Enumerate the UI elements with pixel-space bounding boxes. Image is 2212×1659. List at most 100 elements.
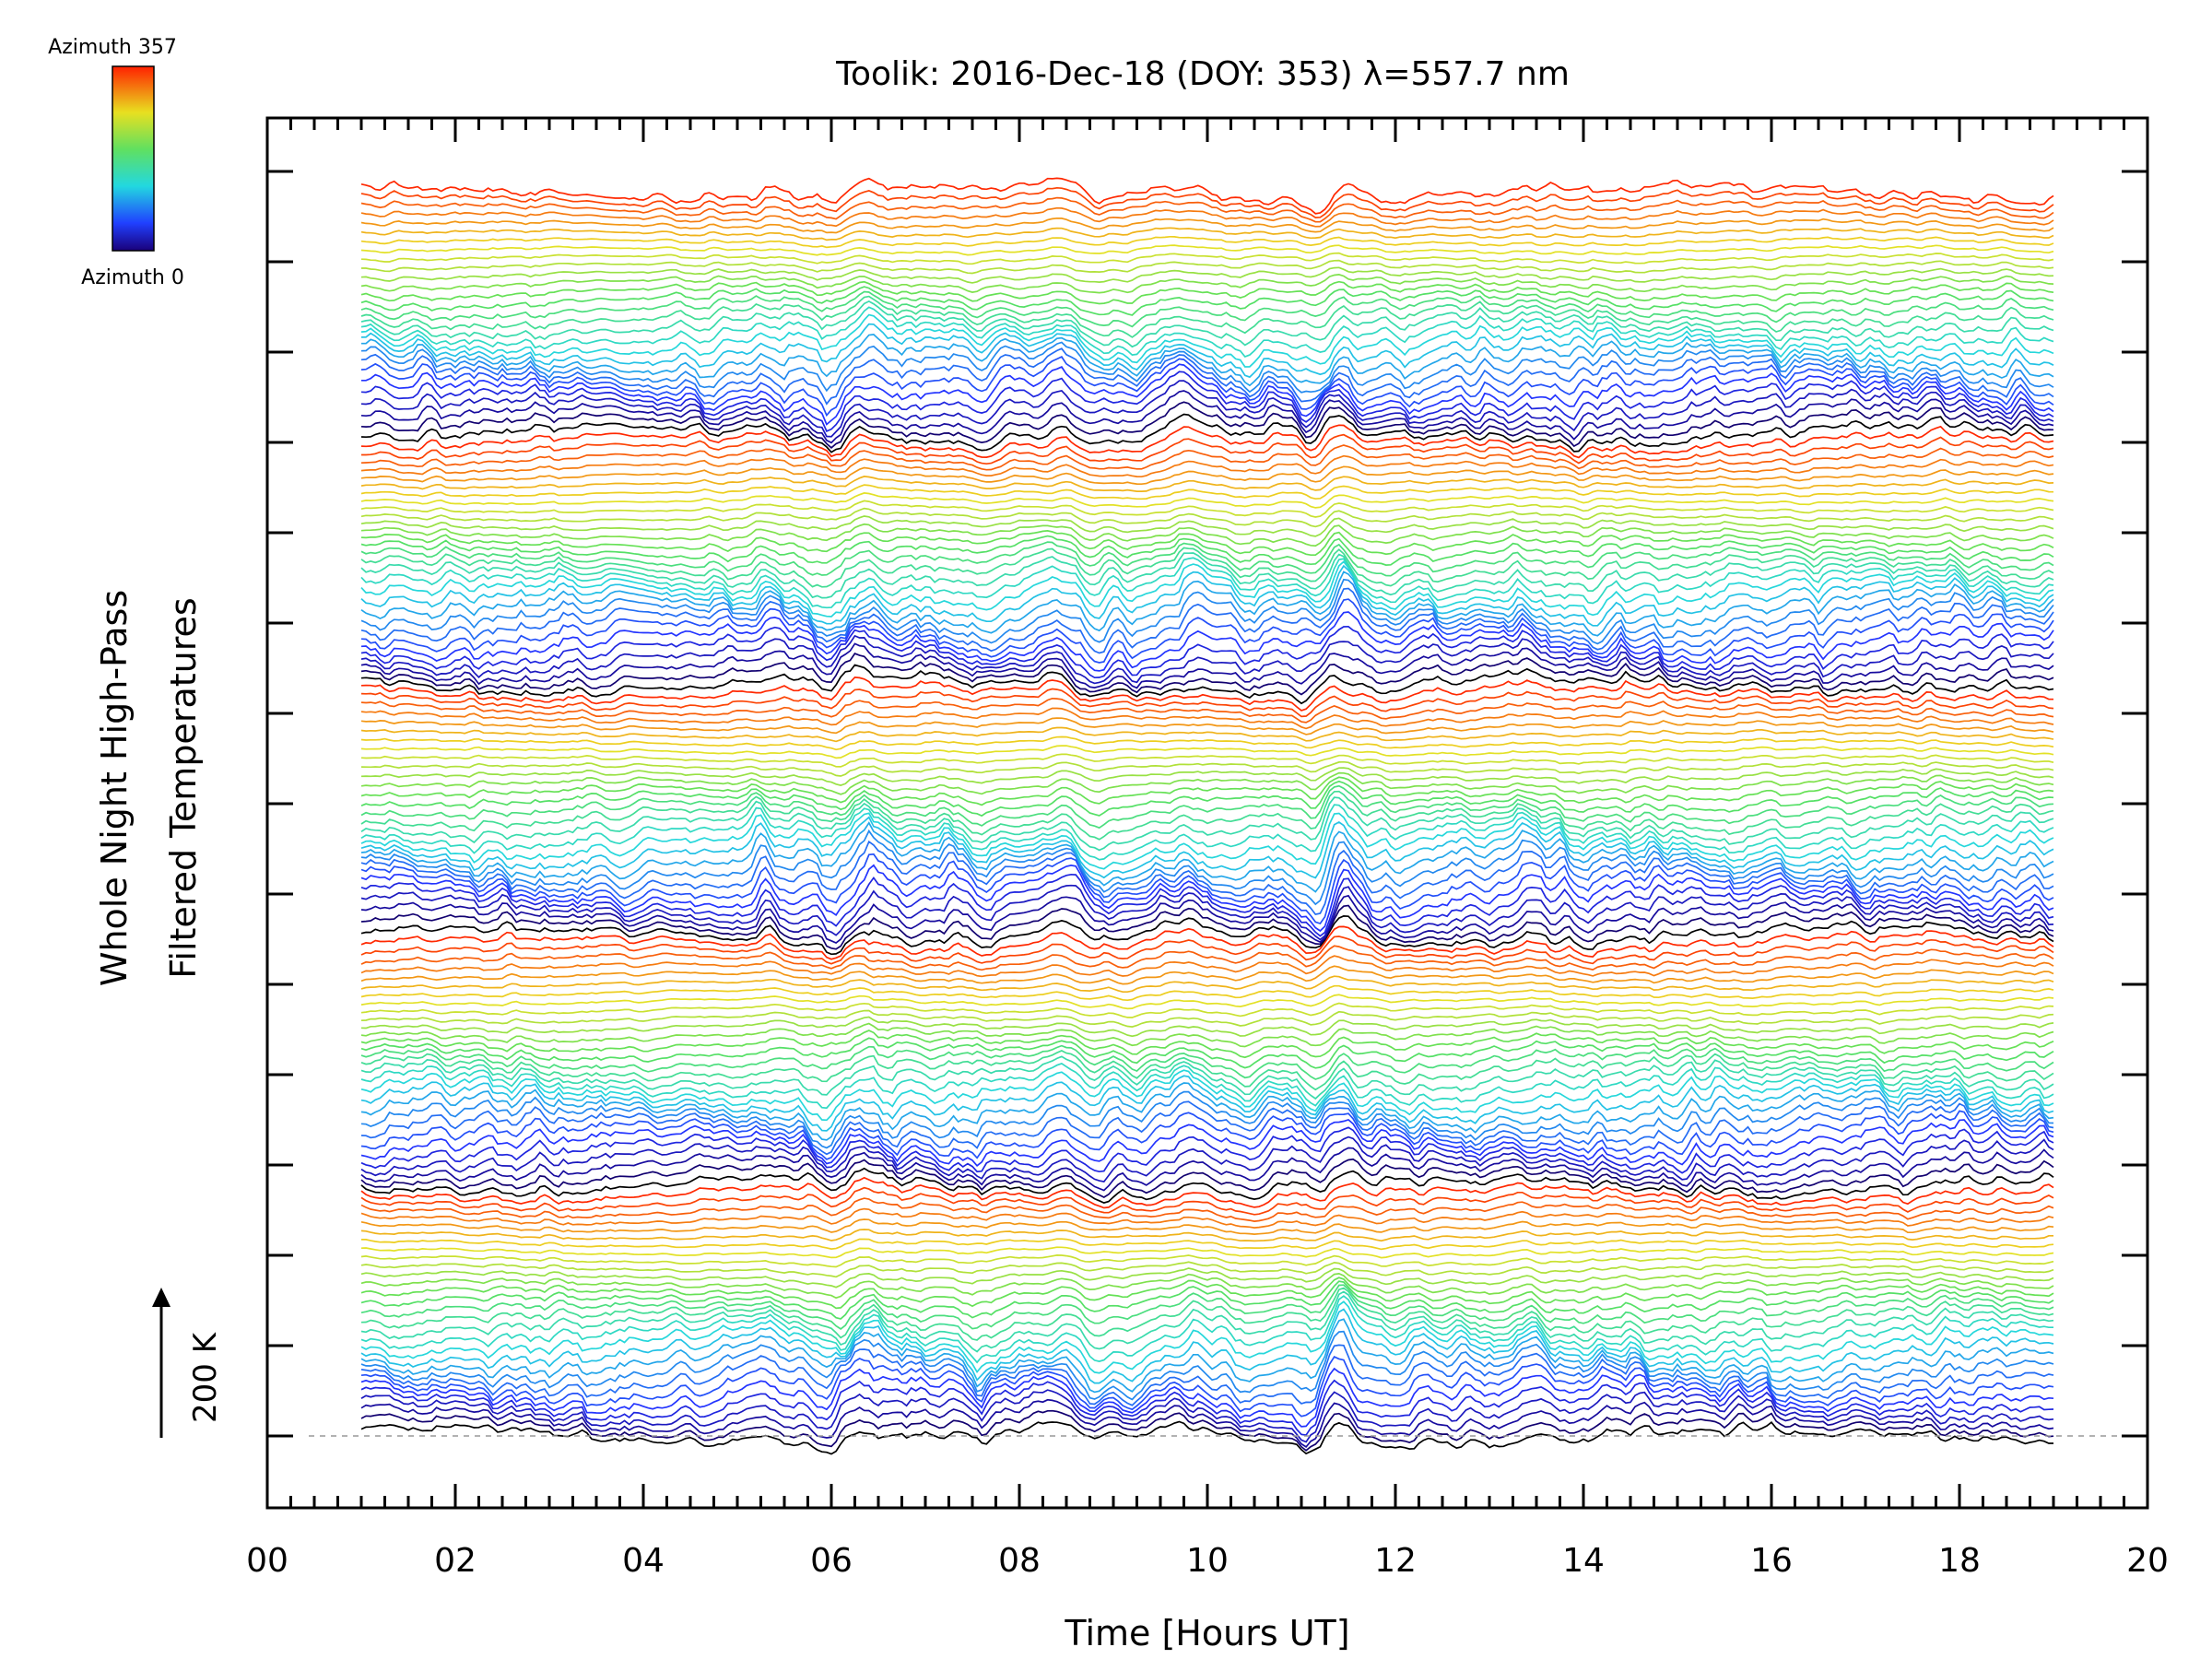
azimuth-trace (360, 780, 2054, 818)
azimuth-trace (360, 776, 2054, 806)
azimuth-trace (360, 1398, 2054, 1449)
azimuth-trace (360, 266, 2054, 284)
x-tick-label: 00 (246, 1542, 288, 1580)
azimuth-trace (360, 994, 2054, 1010)
azimuth-trace (360, 1147, 2054, 1192)
azimuth-trace (360, 697, 2054, 724)
x-tick-label: 14 (1562, 1542, 1605, 1580)
colorbar-bottom-label: Azimuth 0 (81, 266, 184, 289)
x-tick-label: 16 (1750, 1542, 1793, 1580)
azimuth-trace (360, 1218, 2054, 1235)
azimuth-trace (360, 484, 2054, 500)
azimuth-trace (360, 1186, 2054, 1216)
azimuth-trace (360, 945, 2054, 971)
azimuth-trace (360, 1135, 2054, 1183)
azimuth-trace (360, 587, 2054, 654)
azimuth-trace (360, 688, 2054, 718)
azimuth-trace (360, 611, 2054, 672)
azimuth-trace (360, 313, 2054, 368)
x-tick-label: 10 (1186, 1542, 1229, 1580)
x-tick-label: 12 (1374, 1542, 1417, 1580)
azimuth-trace (360, 804, 2054, 861)
azimuth-trace (360, 664, 2054, 705)
azimuth-trace (360, 347, 2054, 406)
x-tick-label: 04 (622, 1542, 665, 1580)
azimuth-trace (360, 925, 2054, 960)
azimuth-trace (360, 1318, 2054, 1394)
y-axis-label-line-2: Filtered Temperatures (163, 597, 204, 978)
colorbar-gradient (112, 65, 155, 252)
azimuth-trace (360, 217, 2054, 234)
azimuth-trace (360, 507, 2054, 528)
azimuth-trace (360, 286, 2054, 316)
x-tick-label: 02 (434, 1542, 477, 1580)
azimuth-trace (360, 1254, 2054, 1268)
azimuth-trace (360, 300, 2054, 348)
azimuth-trace (360, 634, 2054, 685)
azimuth-trace (360, 1044, 2054, 1080)
azimuth-trace (360, 390, 2054, 444)
azimuth-trace (360, 196, 2054, 223)
azimuth-trace (360, 515, 2054, 537)
azimuth-trace (360, 235, 2054, 249)
azimuth-trace (360, 1287, 2054, 1341)
azimuth-trace (360, 965, 2054, 985)
azimuth-trace (360, 244, 2054, 256)
azimuth-trace (360, 796, 2054, 852)
azimuth-trace (360, 564, 2054, 627)
azimuth-trace (360, 1158, 2054, 1198)
azimuth-trace (360, 227, 2054, 241)
azimuth-trace (360, 677, 2054, 712)
azimuth-trace (360, 1126, 2054, 1174)
azimuth-trace (360, 1062, 2054, 1110)
azimuth-trace (360, 1207, 2054, 1229)
azimuth-trace (360, 1167, 2054, 1205)
azimuth-trace (360, 476, 2054, 492)
azimuth-trace (360, 571, 2054, 637)
azimuth-trace (360, 760, 2054, 777)
azimuth-trace (360, 1379, 2054, 1437)
azimuth-trace (360, 541, 2054, 577)
azimuth-trace (360, 535, 2054, 566)
azimuth-trace (360, 444, 2054, 471)
azimuth-trace (360, 1290, 2054, 1353)
azimuth-trace (360, 295, 2054, 338)
colorbar-top-label: Azimuth 357 (48, 36, 177, 59)
x-tick-label: 20 (2126, 1542, 2169, 1580)
azimuth-trace (360, 1002, 2054, 1018)
azimuth-trace (360, 578, 2054, 645)
azimuth-trace (360, 1009, 2054, 1028)
azimuth-trace (360, 380, 2054, 438)
azimuth-trace (360, 1176, 2054, 1209)
azimuth-trace (360, 252, 2054, 265)
azimuth-trace (360, 1246, 2054, 1259)
azimuth-trace (360, 1069, 2054, 1122)
azimuth-trace (360, 1273, 2054, 1300)
colorbar-legend: Azimuth 357 Azimuth 0 (48, 36, 184, 289)
azimuth-trace (360, 1050, 2054, 1091)
azimuth-trace (360, 1090, 2054, 1149)
azimuth-trace (360, 884, 2054, 941)
azimuth-trace (360, 1016, 2054, 1038)
azimuth-trace (360, 1267, 2054, 1288)
azimuth-trace (360, 1055, 2054, 1100)
azimuth-trace (360, 984, 2054, 1002)
y-axis-label-line-1: Whole Night High-Pass (94, 590, 135, 986)
azimuth-trace (360, 1100, 2054, 1156)
azimuth-trace (360, 547, 2054, 588)
azimuth-trace (360, 784, 2054, 830)
azimuth-trace (360, 753, 2054, 768)
azimuth-trace (360, 1030, 2054, 1059)
azimuth-trace (360, 790, 2054, 841)
azimuth-trace (360, 767, 2054, 786)
azimuth-trace (361, 1238, 2054, 1251)
azimuth-trace (360, 840, 2054, 916)
azimuth-trace (360, 653, 2054, 696)
azimuth-trace (360, 401, 2054, 450)
azimuth-trace (360, 274, 2054, 294)
azimuth-trace (360, 1261, 2054, 1278)
x-tick-label: 06 (810, 1542, 853, 1580)
x-tick-label: 18 (1938, 1542, 1981, 1580)
azimuth-trace (360, 1197, 2054, 1222)
azimuth-trace (360, 371, 2054, 433)
